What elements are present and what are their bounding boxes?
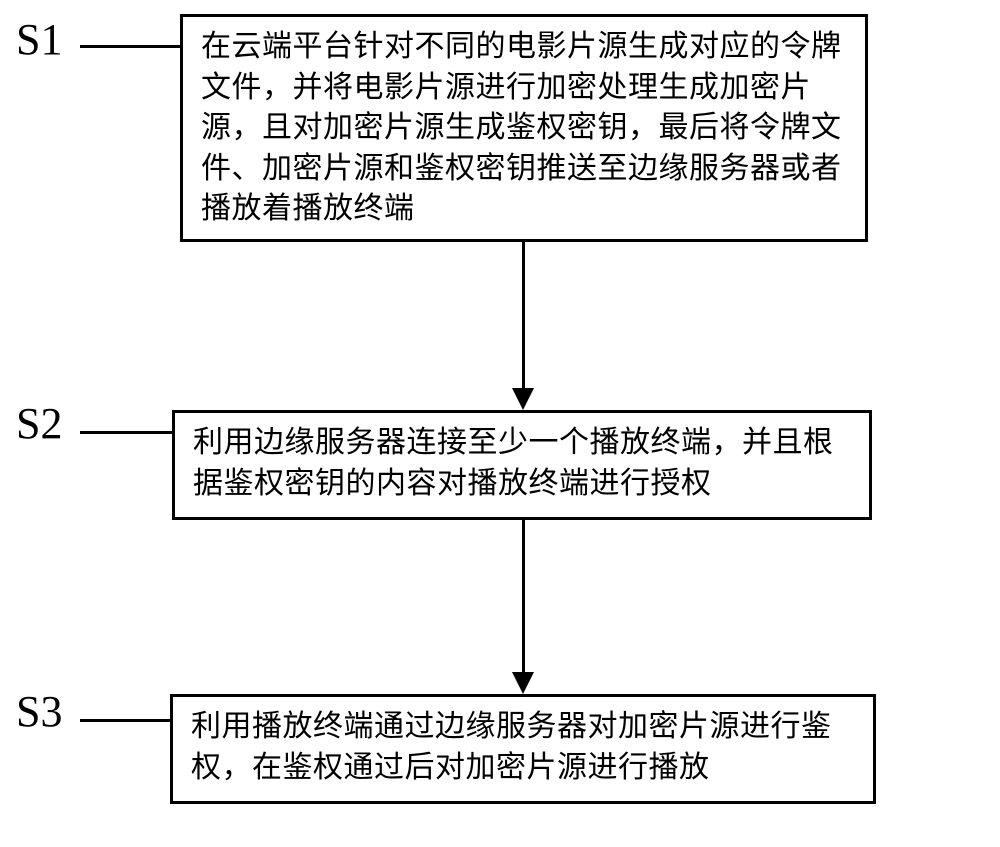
- flow-box-s2-text: 利用边缘服务器连接至少一个播放终端，并且根据鉴权密钥的内容对播放终端进行授权: [175, 413, 869, 514]
- arrow-s2-s3-line: [522, 520, 525, 672]
- flow-box-s3: 利用播放终端通过边缘服务器对加密片源进行鉴权，在鉴权通过后对加密片源进行播放: [170, 694, 876, 804]
- step-label-s3-text: S3: [16, 687, 62, 736]
- step-label-s1: S1: [16, 14, 62, 65]
- arrow-s1-s2-line: [522, 242, 525, 388]
- flow-box-s1: 在云端平台针对不同的电影片源生成对应的令牌文件，并将电影片源进行加密处理生成加密…: [180, 14, 868, 242]
- flow-box-s1-text: 在云端平台针对不同的电影片源生成对应的令牌文件，并将电影片源进行加密处理生成加密…: [183, 17, 865, 240]
- arrow-s2-s3-head: [512, 672, 534, 694]
- arrow-s1-s2-head: [512, 388, 534, 410]
- flow-box-s3-text: 利用播放终端通过边缘服务器对加密片源进行鉴权，在鉴权通过后对加密片源进行播放: [173, 697, 873, 798]
- flow-box-s2: 利用边缘服务器连接至少一个播放终端，并且根据鉴权密钥的内容对播放终端进行授权: [172, 410, 872, 520]
- step-label-s2-text: S2: [16, 399, 62, 448]
- label-connector-s2: [80, 431, 172, 434]
- step-label-s1-text: S1: [16, 15, 62, 64]
- label-connector-s3: [80, 719, 170, 722]
- step-label-s3: S3: [16, 686, 62, 737]
- step-label-s2: S2: [16, 398, 62, 449]
- label-connector-s1: [80, 45, 180, 48]
